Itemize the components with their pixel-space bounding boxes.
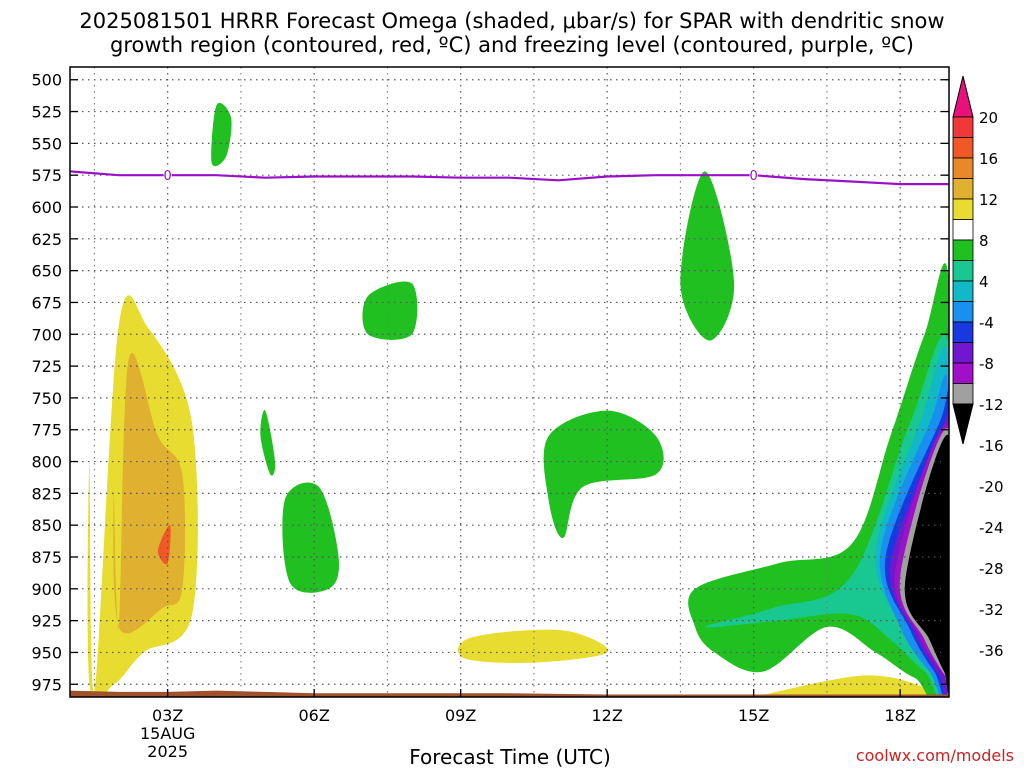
x-tick-label: 06Z [299, 706, 330, 725]
y-tick-label: 550 [31, 134, 62, 153]
colorbar-label: -28 [979, 560, 1004, 578]
contour-label: 0 [164, 169, 172, 184]
colorbar-label: -20 [979, 478, 1004, 496]
colorbar-label: -12 [979, 396, 1004, 414]
omega-region-9 [680, 171, 735, 341]
x-axis-label: Forecast Time (UTC) [409, 745, 611, 768]
contour-label-bg [163, 168, 172, 183]
x-tick-label: 09Z [445, 706, 476, 725]
y-tick-label: 800 [31, 453, 62, 472]
x-tick-year: 2025 [147, 742, 188, 761]
y-tick-label: 650 [31, 262, 62, 281]
colorbar-cap-bottom [952, 403, 974, 445]
x-tick-label: 18Z [885, 706, 916, 725]
colorbar-cap-top [952, 75, 974, 118]
colorbar-label: -32 [979, 601, 1004, 619]
y-tick-label: 925 [31, 612, 62, 631]
colorbar-label: -36 [979, 642, 1004, 660]
colorbar-bin [952, 239, 974, 261]
colorbar-bin [952, 137, 974, 159]
colorbar-bin [952, 383, 974, 405]
terrain-strip [70, 690, 949, 697]
x-tick-date: 15AUG [140, 724, 195, 743]
colorbar-bin [952, 260, 974, 282]
plot-frame [69, 66, 950, 698]
y-tick-label: 900 [31, 580, 62, 599]
omega-region-4 [753, 675, 932, 697]
colorbar-label: -8 [979, 355, 994, 373]
contour-label-bg [749, 168, 758, 183]
y-tick-label: 675 [31, 293, 62, 312]
chart-title-line1: 2025081501 HRRR Forecast Omega (shaded, … [79, 9, 944, 33]
chart-title-line2: growth region (contoured, red, ºC) and f… [110, 33, 914, 57]
y-tick-label: 850 [31, 516, 62, 535]
x-tick-label: 15Z [738, 706, 769, 725]
colorbar-label: 16 [979, 150, 998, 168]
omega-region-7 [260, 410, 276, 476]
omega-region-10 [543, 410, 664, 539]
freezing-level-line [69, 170, 949, 186]
omega-region-6 [362, 281, 418, 340]
axes: 500 525 550 575 600 625 650 675 700 725 750 775 800 8… [31, 71, 949, 761]
colorbar-label: -16 [979, 437, 1004, 455]
omega-region-8 [282, 482, 339, 593]
omega-region-3 [457, 629, 609, 664]
colorbar-bin [952, 301, 974, 323]
y-tick-label: 625 [31, 230, 62, 249]
colorbar-label: 20 [979, 109, 998, 127]
y-tick-label: 775 [31, 421, 62, 440]
colorbar-label: 4 [979, 273, 989, 291]
colorbar-label: 12 [979, 191, 998, 209]
colorbar: 20 16 12 8 4 -4 -8 -12 -16 -20 -24 -28 -32 -36 [952, 75, 1004, 660]
plot-area [70, 102, 949, 697]
y-tick-label: 600 [31, 198, 62, 217]
y-tick-label: 700 [31, 325, 62, 344]
colorbar-bin [952, 157, 974, 179]
colorbar-bin [952, 342, 974, 364]
colorbar-label: -4 [979, 314, 994, 332]
y-tick-label: 950 [31, 643, 62, 662]
colorbar-bin [952, 198, 974, 220]
contour-label: 0 [750, 169, 758, 184]
omega-region-19 [904, 434, 949, 693]
colorbar-bin [952, 362, 974, 384]
omega-region-12 [704, 334, 949, 697]
x-tick-label: 12Z [592, 706, 623, 725]
y-tick-label: 825 [31, 484, 62, 503]
omega-region-5 [211, 102, 232, 167]
colorbar-bin [952, 321, 974, 343]
y-tick-label: 750 [31, 389, 62, 408]
colorbar-label: -24 [979, 519, 1004, 537]
y-tick-label: 575 [31, 166, 62, 185]
y-tick-label: 500 [31, 71, 62, 90]
colorbar-label: 8 [979, 232, 989, 250]
y-tick-label: 975 [31, 675, 62, 694]
y-tick-label: 875 [31, 548, 62, 567]
colorbar-bin [952, 219, 974, 241]
omega-region-2 [157, 525, 171, 565]
x-tick-label: 03Z [152, 706, 183, 725]
colorbar-bin [952, 178, 974, 200]
colorbar-bin [952, 280, 974, 302]
watermark-link[interactable]: coolwx.com/models [856, 746, 1014, 765]
y-tick-label: 725 [31, 357, 62, 376]
grid-lines [70, 67, 949, 697]
y-tick-label: 525 [31, 103, 62, 122]
colorbar-bin [952, 116, 974, 138]
